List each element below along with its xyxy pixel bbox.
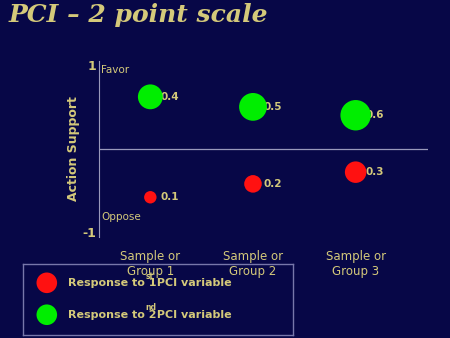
Point [147, 195, 154, 200]
Text: Sample or
Group 1: Sample or Group 1 [120, 250, 180, 278]
Text: 0.1: 0.1 [161, 192, 179, 202]
Point [147, 94, 154, 99]
Text: PCI variable: PCI variable [153, 278, 232, 288]
Point [249, 181, 256, 187]
Text: 0.6: 0.6 [366, 110, 384, 120]
Y-axis label: Action Support: Action Support [67, 96, 80, 201]
Text: Oppose: Oppose [101, 212, 141, 222]
Point [249, 104, 256, 110]
Point [352, 169, 359, 175]
Point [43, 280, 50, 286]
Text: Sample or
Group 2: Sample or Group 2 [223, 250, 283, 278]
Text: Favor: Favor [101, 65, 129, 75]
Text: Sample or
Group 3: Sample or Group 3 [326, 250, 386, 278]
Text: Response to 2: Response to 2 [68, 310, 157, 320]
Text: st: st [145, 272, 153, 281]
Text: 0.2: 0.2 [263, 179, 282, 189]
Point [352, 113, 359, 118]
Text: PCI – 2 point scale: PCI – 2 point scale [9, 3, 269, 27]
Text: 0.3: 0.3 [366, 167, 384, 177]
Text: 0.5: 0.5 [263, 102, 282, 112]
Text: PCI variable: PCI variable [153, 310, 232, 320]
Text: Response to 1: Response to 1 [68, 278, 157, 288]
Point [43, 312, 50, 317]
Text: nd: nd [145, 303, 156, 312]
Text: 0.4: 0.4 [161, 92, 179, 102]
